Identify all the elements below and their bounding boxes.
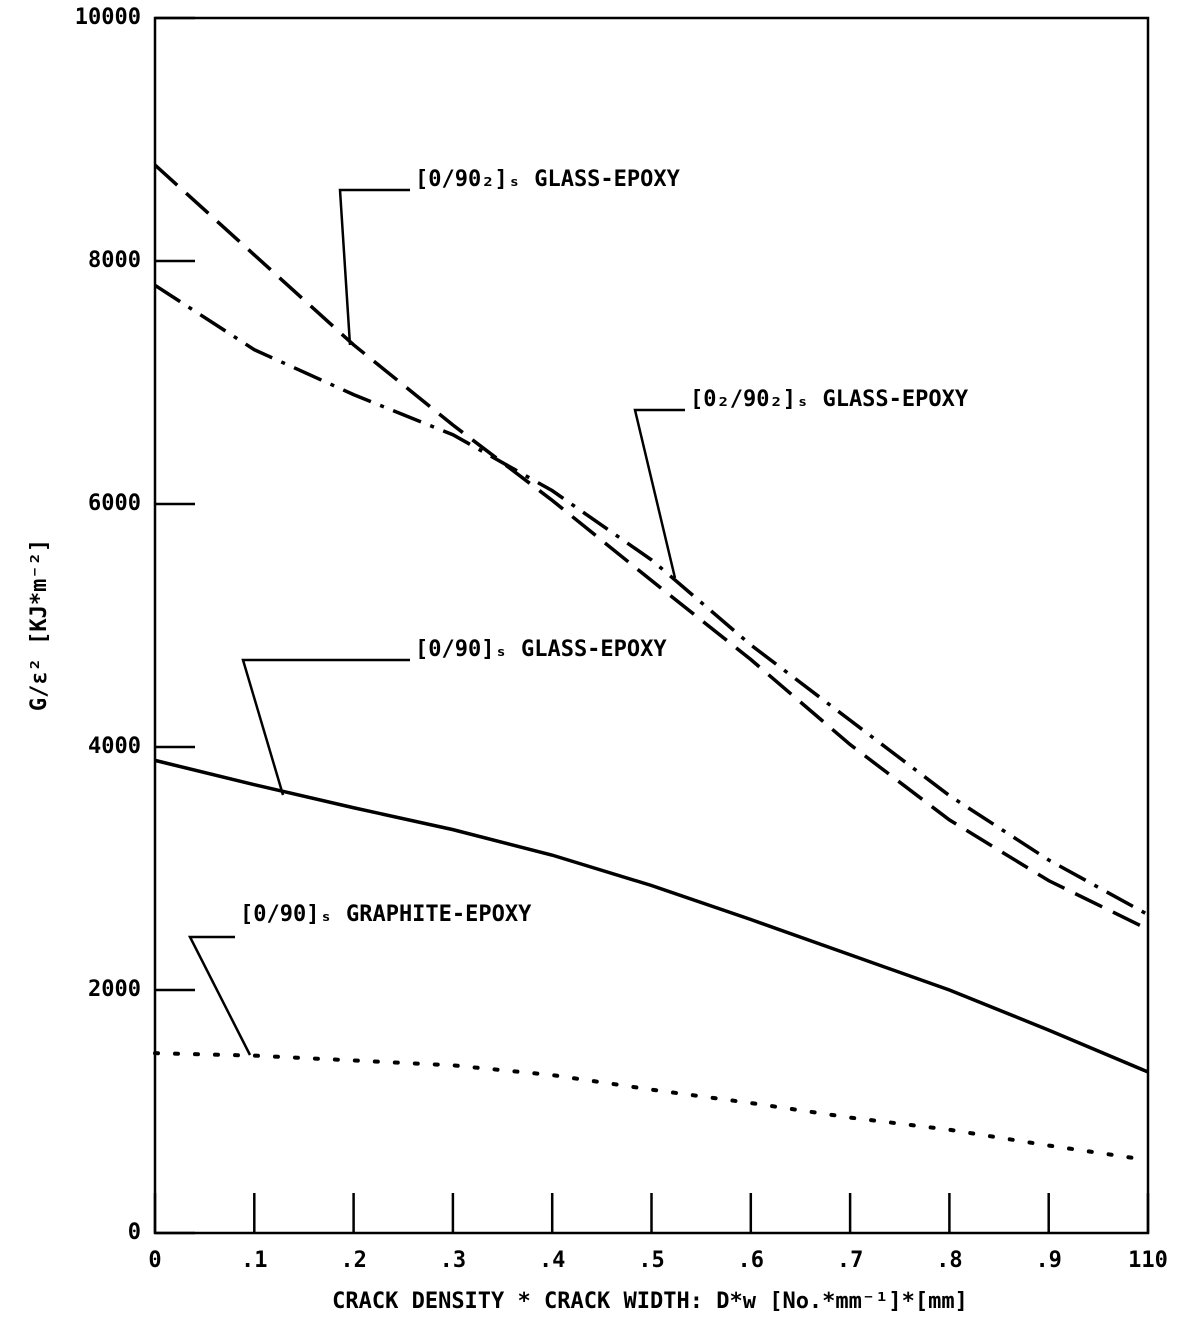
y-tick-label: 6000 [88,491,141,516]
x-tick-label: .4 [539,1248,566,1273]
y-tick-label: 2000 [88,977,141,1002]
y-tick-label: 4000 [88,734,141,759]
x-tick-label: .1 [241,1248,268,1273]
series-annotation: [0/90₂]ₛ GLASS-EPOXY [415,167,681,192]
y-tick-label: 0 [128,1220,141,1245]
series-line [153,163,1149,931]
x-tick-label: .3 [440,1248,467,1273]
plot-frame [153,16,1150,1235]
x-tick-label: .6 [738,1248,765,1273]
y-tick-label: 10000 [75,5,141,30]
x-tick-label: .9 [1035,1248,1062,1273]
x-axis-label: CRACK DENSITY * CRACK WIDTH: D*w [No.*mm… [332,1289,968,1314]
series-annotation: [0₂/90₂]ₛ GLASS-EPOXY [690,387,969,412]
x-tick-label: 110 [1128,1248,1168,1273]
series-line [153,1051,1150,1163]
series-annotation: [0/90]ₛ GRAPHITE-EPOXY [240,902,532,927]
series-line [154,758,1149,1074]
x-tick-label: 0 [148,1248,161,1273]
x-tick-label: .5 [638,1248,665,1273]
series-annotation: [0/90]ₛ GLASS-EPOXY [415,637,667,662]
x-tick-label: .2 [340,1248,367,1273]
leader-line [241,658,410,796]
y-axis-label: G/ε² [KJ*m⁻²] [27,539,52,711]
leader-line [633,408,685,579]
x-tick-label: .7 [837,1248,864,1273]
x-tick-label: .8 [936,1248,963,1273]
y-tick-label: 8000 [88,248,141,273]
leader-line [338,188,410,346]
leader-line [187,935,252,1056]
series-line [154,283,1149,917]
